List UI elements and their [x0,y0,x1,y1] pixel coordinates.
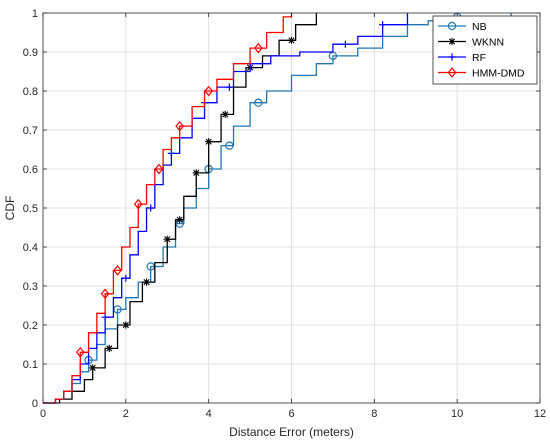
y-tick-label: 0.5 [23,203,38,215]
y-axis-title: CDF [3,196,17,221]
y-tick-label: 0.4 [23,242,38,254]
x-axis-title: Distance Error (meters) [229,425,354,439]
series-point-rf [379,21,387,29]
legend-item-rf: RF [438,52,486,64]
x-tick-label: 10 [451,408,463,420]
y-tick-label: 0.9 [23,47,38,59]
series-point-wknn [221,110,229,118]
series-point-rf [101,313,109,321]
series-wknn [43,13,317,404]
legend-item-hmm-dmd: HMM-DMD [438,67,525,79]
x-tick-label: 2 [123,408,129,420]
x-tick-label: 6 [288,408,294,420]
series-point-wknn [163,235,171,243]
series-point-nb [225,141,234,150]
series-point-hmm-dmd [204,85,214,97]
series-point-hmm-dmd [133,198,143,210]
y-tick-label: 0.8 [23,86,38,98]
legend-item-wknn: WKNN [438,36,504,48]
legend-label: WKNN [472,36,504,48]
series-point-hmm-dmd [253,42,263,54]
legend-label: HMM-DMD [472,67,525,79]
y-tick-label: 0 [32,398,38,410]
y-tick-label: 1 [32,8,38,20]
y-tick-label: 0.7 [23,125,38,137]
series-point-hmm-dmd [100,288,110,300]
legend-swatch-marker [447,67,457,78]
series-line-hmm-dmd [43,13,293,404]
series-point-rf [225,83,233,91]
series-point-rf [341,40,349,48]
y-tick-label: 0.2 [23,320,38,332]
y-tick-label: 0.3 [23,281,38,293]
series-point-wknn [142,278,151,286]
series-point-rf [167,149,175,157]
y-tick-label: 0.6 [23,164,38,176]
series-point-hmm-dmd [154,163,164,175]
series-point-rf [147,204,155,212]
x-tick-label: 8 [371,408,377,420]
legend: NB WKNN RF HMM-DMD [432,15,538,85]
x-tick-label: 0 [40,408,46,420]
legend-item-nb: NB [438,21,487,33]
y-tick-label: 0.1 [23,359,38,371]
series-layer [43,12,512,404]
axes-layer: 0 2 4 6 8 10 12 0 0.1 0.2 0.3 0.4 0.5 0.6 0.7 0.8 0.9 1 [23,8,546,420]
series-point-wknn [192,169,200,177]
series-point-hmm-dmd [75,346,85,358]
legend-label: RF [472,52,486,64]
series-point-rf [122,274,130,282]
series-point-wknn [105,344,113,352]
series-point-wknn [122,321,130,329]
series-line-wknn [43,13,317,404]
series-point-nb [254,98,263,107]
x-tick-label: 12 [534,408,546,420]
series-hmm-dmd [43,13,293,404]
series-point-hmm-dmd [175,120,185,132]
legend-swatch-marker [447,21,457,31]
series-point-wknn [176,216,184,224]
x-tick-label: 4 [206,408,212,420]
series-line-rf [43,13,409,404]
legend-swatch-marker [448,37,456,46]
legend-swatch-marker [448,53,456,61]
series-point-wknn [89,364,97,372]
legend-label: NB [472,21,487,33]
series-point-hmm-dmd [113,265,122,276]
series-point-wknn [287,36,296,44]
series-point-wknn [205,138,213,146]
